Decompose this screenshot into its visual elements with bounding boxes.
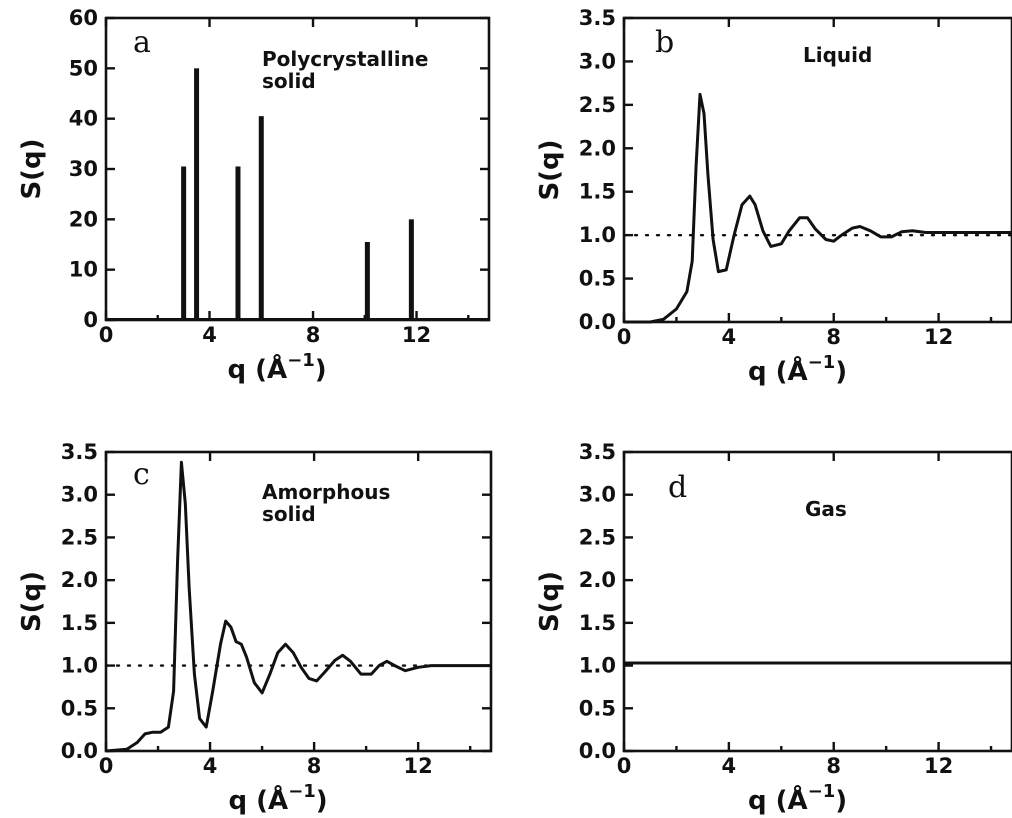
y-tick-label: 3.5	[579, 6, 616, 30]
panel-a: 0 4 8 12 0 10 20 30 40 50 60 q (Å−1) S(q) a Polycrysta…	[17, 6, 491, 385]
y-tick-label: 1.5	[579, 180, 616, 204]
bragg-peak-bar	[235, 166, 241, 320]
y-tick-label: 2.0	[579, 136, 616, 160]
x-tick-label: 0	[99, 323, 114, 347]
x-axis-unit-exponent: −1	[288, 781, 316, 802]
plot-frame	[622, 450, 1012, 753]
panel-letter: b	[655, 25, 674, 60]
y-tick-label: 50	[69, 56, 98, 80]
panel-letter: a	[133, 25, 151, 60]
y-tick-label: 3.5	[579, 440, 616, 464]
y-tick-label: 60	[69, 6, 98, 30]
y-tick-label: 20	[69, 207, 98, 231]
bragg-peak-bar	[194, 68, 200, 320]
x-tick-label: 4	[203, 754, 218, 778]
x-tick-label: 0	[617, 325, 632, 349]
y-tick-label: 3.0	[579, 49, 616, 73]
y-tick-label: 1.0	[61, 654, 98, 678]
x-tick-label: 4	[202, 323, 217, 347]
y-tick-label: 0.0	[61, 739, 98, 763]
panel-annotation: Polycrystalline	[262, 47, 428, 71]
bragg-peak-bar	[408, 219, 414, 320]
y-tick-label: 30	[69, 157, 98, 181]
x-axis-symbol: q	[228, 355, 256, 385]
x-axis-label: q (Å−1)	[228, 350, 327, 385]
x-axis-unit: (Å	[776, 355, 808, 387]
plot-frame	[622, 16, 1012, 324]
y-axis-label: S(q)	[17, 138, 47, 199]
x-axis-label: q (Å−1)	[748, 352, 847, 387]
panel-d: 0 4 8 12 0.0 0.5 1.0 1.5 2.0 2.5 3.0 3.5 q (Å−1) S(q)…	[535, 440, 1012, 816]
x-tick-label: 8	[826, 325, 841, 349]
panel-annotation: solid	[262, 502, 316, 526]
x-tick-label: 8	[306, 323, 321, 347]
y-axis-label: S(q)	[535, 139, 565, 200]
x-axis-unit-close: )	[316, 786, 328, 816]
panel-letter: d	[668, 470, 687, 505]
x-tick-label: 4	[722, 325, 737, 349]
y-tick-label: 2.0	[579, 568, 616, 592]
y-tick-label: 40	[69, 107, 98, 131]
x-axis-label: q (Å−1)	[229, 781, 328, 816]
bragg-peak-bar	[181, 166, 187, 320]
y-tick-label: 3.0	[61, 483, 98, 507]
y-tick-label: 2.5	[579, 93, 616, 117]
plot-frame	[104, 450, 493, 753]
structure-factor-curve	[105, 460, 491, 753]
y-axis-label: S(q)	[17, 571, 47, 632]
x-axis-unit-exponent: −1	[808, 352, 836, 373]
x-axis-label: q (Å−1)	[748, 781, 847, 816]
x-tick-label: 8	[826, 754, 841, 778]
y-tick-label: 2.5	[61, 525, 98, 549]
x-tick-label: 0	[99, 754, 114, 778]
bragg-peak-bar	[258, 116, 264, 321]
x-tick-label: 4	[722, 754, 737, 778]
x-axis-unit-close: )	[835, 786, 847, 816]
structure-factor-curve	[624, 92, 1012, 324]
x-axis-unit-close: )	[835, 357, 847, 387]
y-tick-label: 0.5	[61, 696, 98, 720]
y-tick-label: 0.0	[579, 739, 616, 763]
panel-c: 0 4 8 12 0.0 0.5 1.0 1.5 2.0 2.5 3.0 3.5 q (Å−1) S(q)…	[17, 440, 493, 816]
panel-letter: c	[133, 457, 150, 492]
bragg-peak-bar	[364, 241, 370, 320]
x-tick-label: 12	[924, 325, 953, 349]
x-axis-unit-close: )	[315, 355, 327, 385]
panel-annotation: Liquid	[803, 43, 872, 67]
y-tick-label: 2.0	[61, 568, 98, 592]
y-tick-label: 10	[69, 258, 98, 282]
y-axis-label: S(q)	[535, 571, 565, 632]
y-tick-label: 1.5	[579, 611, 616, 635]
y-tick-label: 0	[83, 308, 98, 332]
x-axis-unit: (Å	[255, 353, 287, 385]
y-tick-label: 3.5	[61, 440, 98, 464]
x-axis-unit-exponent: −1	[287, 350, 315, 371]
y-tick-label: 1.0	[579, 223, 616, 247]
x-tick-label: 12	[402, 323, 431, 347]
x-tick-label: 8	[307, 754, 322, 778]
y-tick-label: 0.0	[579, 310, 616, 334]
y-tick-label: 1.0	[579, 654, 616, 678]
y-tick-label: 1.5	[61, 611, 98, 635]
y-tick-label: 0.5	[579, 696, 616, 720]
x-axis-symbol: q	[229, 786, 257, 816]
x-axis-symbol: q	[748, 357, 776, 387]
panel-b: 0 4 8 12 0.0 0.5 1.0 1.5 2.0 2.5 3.0 3.5 q (Å−1) S(q)…	[535, 6, 1012, 387]
panel-annotation: Gas	[805, 497, 847, 521]
y-tick-label: 2.5	[579, 525, 616, 549]
panel-annotation: solid	[262, 69, 316, 93]
x-axis-unit-exponent: −1	[808, 781, 836, 802]
y-tick-label: 3.0	[579, 483, 616, 507]
x-tick-label: 12	[404, 754, 433, 778]
x-tick-label: 0	[617, 754, 632, 778]
panel-annotation: Amorphous	[262, 480, 390, 504]
x-tick-label: 12	[924, 754, 953, 778]
x-axis-symbol: q	[748, 786, 776, 816]
x-axis-unit: (Å	[776, 784, 808, 816]
x-axis-unit: (Å	[256, 784, 288, 816]
y-tick-label: 0.5	[579, 267, 616, 291]
